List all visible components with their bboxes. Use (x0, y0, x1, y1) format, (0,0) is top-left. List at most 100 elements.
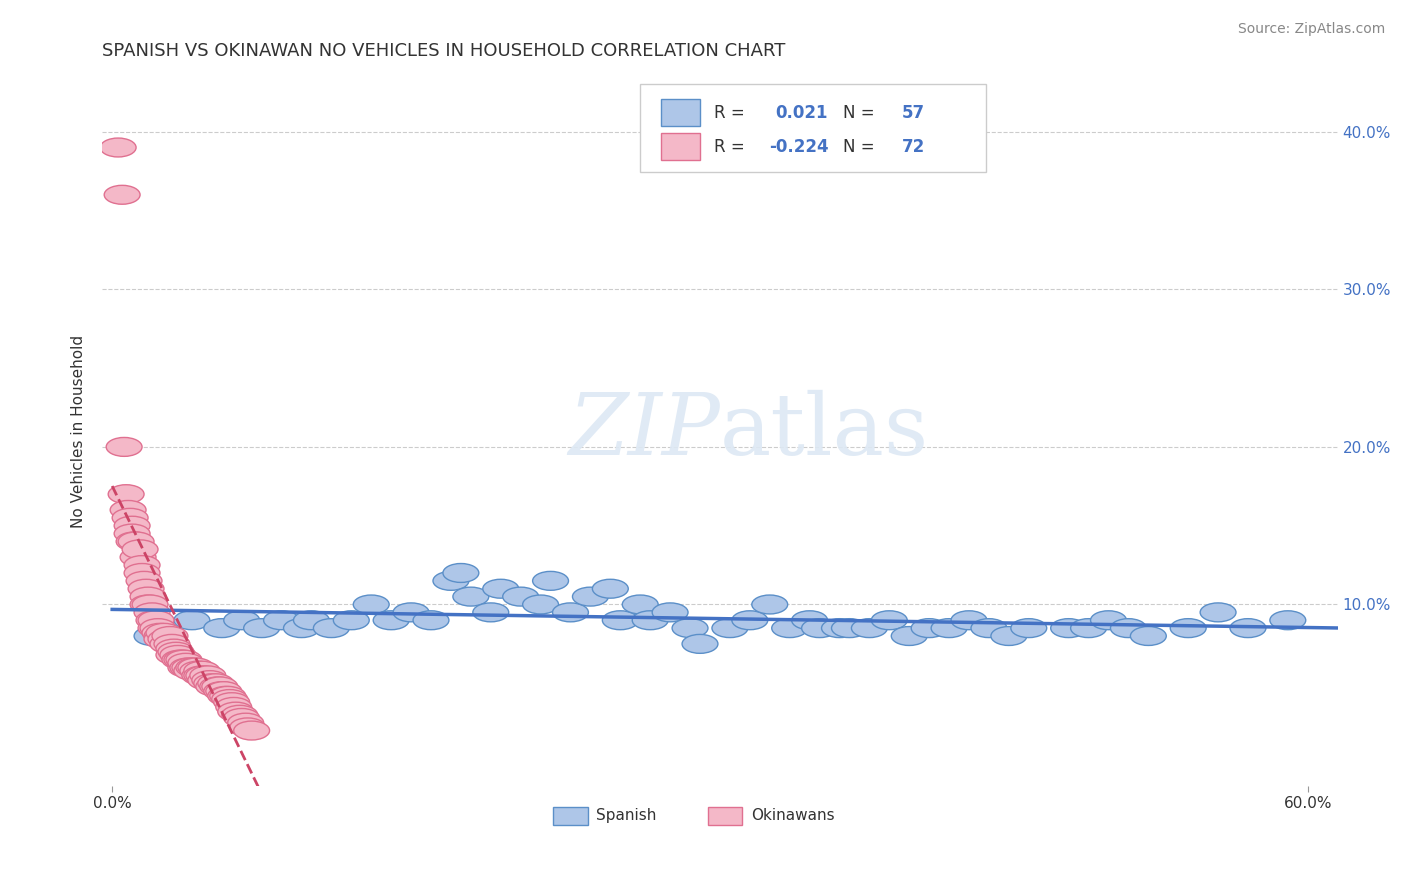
Ellipse shape (553, 603, 589, 622)
Ellipse shape (453, 587, 489, 606)
Text: N =: N = (844, 137, 875, 156)
Ellipse shape (202, 677, 238, 696)
Ellipse shape (433, 572, 468, 591)
Ellipse shape (533, 572, 568, 591)
Text: Okinawans: Okinawans (751, 808, 834, 823)
Ellipse shape (181, 666, 218, 685)
Ellipse shape (174, 661, 209, 680)
Ellipse shape (114, 516, 150, 535)
FancyBboxPatch shape (661, 133, 700, 161)
Ellipse shape (224, 708, 260, 727)
Ellipse shape (128, 579, 165, 599)
Ellipse shape (127, 572, 162, 591)
Text: ZIP: ZIP (568, 390, 720, 473)
Ellipse shape (170, 658, 205, 677)
Ellipse shape (353, 595, 389, 614)
Ellipse shape (911, 619, 948, 638)
Ellipse shape (186, 666, 222, 685)
Ellipse shape (166, 650, 202, 669)
Ellipse shape (120, 548, 156, 566)
Ellipse shape (333, 611, 370, 630)
Ellipse shape (184, 661, 219, 680)
Ellipse shape (394, 603, 429, 622)
Ellipse shape (228, 714, 263, 732)
Ellipse shape (162, 650, 198, 669)
Ellipse shape (772, 619, 807, 638)
Ellipse shape (931, 619, 967, 638)
Ellipse shape (891, 626, 927, 646)
Ellipse shape (1230, 619, 1265, 638)
Ellipse shape (200, 677, 236, 696)
Ellipse shape (190, 666, 226, 685)
Ellipse shape (138, 611, 174, 630)
Ellipse shape (472, 603, 509, 622)
Ellipse shape (157, 642, 194, 661)
Ellipse shape (1091, 611, 1126, 630)
Text: -0.224: -0.224 (769, 137, 830, 156)
Ellipse shape (195, 677, 232, 696)
Ellipse shape (167, 653, 204, 673)
Ellipse shape (172, 658, 208, 677)
Ellipse shape (194, 673, 229, 693)
Ellipse shape (821, 619, 858, 638)
Ellipse shape (204, 619, 239, 638)
Ellipse shape (1111, 619, 1146, 638)
Ellipse shape (134, 626, 170, 646)
Ellipse shape (215, 698, 252, 716)
Ellipse shape (214, 693, 250, 712)
Ellipse shape (852, 619, 887, 638)
Ellipse shape (263, 611, 299, 630)
Ellipse shape (150, 634, 186, 653)
Ellipse shape (1201, 603, 1236, 622)
Ellipse shape (152, 626, 188, 646)
Ellipse shape (1270, 611, 1306, 630)
Text: R =: R = (714, 137, 745, 156)
Ellipse shape (107, 437, 142, 457)
Ellipse shape (155, 634, 190, 653)
Text: 57: 57 (901, 103, 925, 121)
Ellipse shape (165, 650, 200, 669)
Ellipse shape (218, 702, 253, 721)
Ellipse shape (208, 687, 243, 706)
FancyBboxPatch shape (707, 807, 742, 825)
Ellipse shape (167, 658, 204, 677)
Ellipse shape (205, 681, 242, 700)
Text: N =: N = (844, 103, 875, 121)
Ellipse shape (373, 611, 409, 630)
Ellipse shape (1011, 619, 1046, 638)
Text: Source: ZipAtlas.com: Source: ZipAtlas.com (1237, 22, 1385, 37)
Ellipse shape (1170, 619, 1206, 638)
Ellipse shape (284, 619, 319, 638)
Ellipse shape (180, 661, 215, 680)
Ellipse shape (572, 587, 609, 606)
Ellipse shape (122, 540, 157, 558)
Ellipse shape (112, 508, 148, 527)
Y-axis label: No Vehicles in Household: No Vehicles in Household (72, 334, 86, 528)
Ellipse shape (188, 671, 224, 690)
Ellipse shape (131, 595, 166, 614)
Ellipse shape (136, 611, 172, 630)
Ellipse shape (623, 595, 658, 614)
Ellipse shape (142, 624, 179, 642)
Ellipse shape (174, 611, 209, 630)
Ellipse shape (1050, 619, 1087, 638)
Ellipse shape (117, 532, 152, 551)
Ellipse shape (482, 579, 519, 599)
Ellipse shape (156, 640, 191, 658)
Ellipse shape (124, 564, 160, 582)
Text: SPANISH VS OKINAWAN NO VEHICLES IN HOUSEHOLD CORRELATION CHART: SPANISH VS OKINAWAN NO VEHICLES IN HOUSE… (103, 42, 786, 60)
Ellipse shape (118, 532, 155, 551)
Ellipse shape (972, 619, 1007, 638)
Ellipse shape (114, 524, 150, 543)
Ellipse shape (1130, 626, 1166, 646)
Ellipse shape (156, 646, 191, 665)
Ellipse shape (733, 611, 768, 630)
Ellipse shape (209, 687, 246, 706)
Ellipse shape (1070, 619, 1107, 638)
Ellipse shape (138, 619, 174, 638)
FancyBboxPatch shape (553, 807, 588, 825)
Ellipse shape (104, 186, 141, 204)
Ellipse shape (503, 587, 538, 606)
Ellipse shape (179, 658, 214, 677)
Ellipse shape (711, 619, 748, 638)
